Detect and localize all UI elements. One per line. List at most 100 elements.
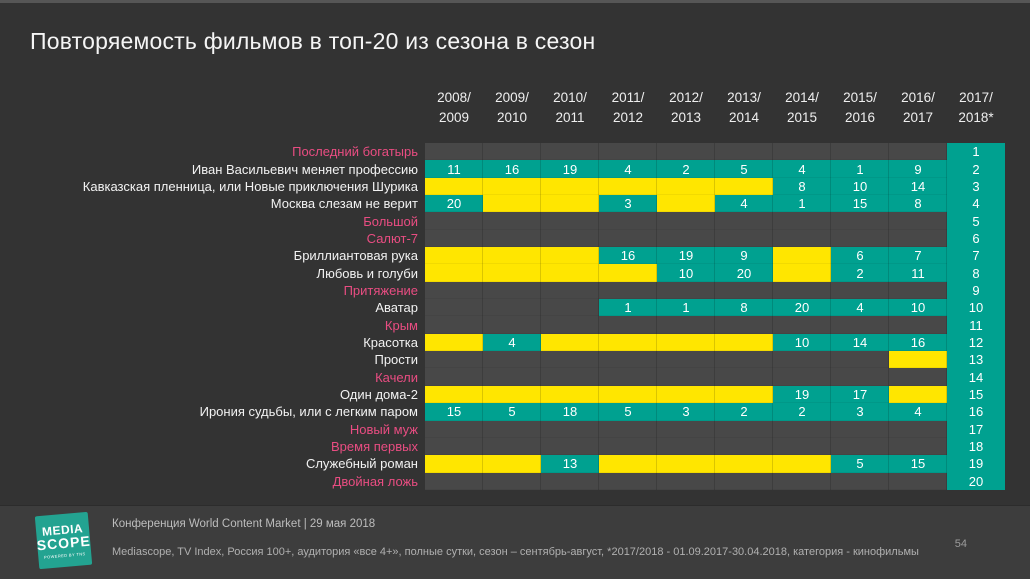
grid-cell [599,351,657,369]
grid-cell [541,420,599,438]
grid-cell [773,212,831,230]
season-header: 2015/ 2016 [843,90,877,125]
grid-cell [599,177,657,196]
grid-cell: 1 [599,299,657,317]
grid-cell: 19 [773,385,831,404]
grid-cell [715,351,773,369]
film-label: Бриллиантовая рука [293,248,418,264]
grid-cell [483,455,541,473]
grid-cell [425,264,483,282]
grid-cell [599,437,657,456]
grid-cell [483,472,541,490]
rank-cell: 4 [947,195,1005,213]
season-header: 2016/ 2017 [901,90,935,125]
film-label: Салют-7 [366,230,418,246]
grid-row: 10 20 2 11 8 [425,264,1007,282]
grid-cell [541,143,599,161]
rank-cell: 8 [947,264,1005,282]
top-strip [0,0,1030,3]
grid-cell [541,333,599,352]
grid-cell: 2 [831,264,889,282]
grid-row: 13 5 15 19 [425,455,1007,473]
grid-cell [773,281,831,300]
grid-row: 11 16 19 4 2 5 4 1 9 2 [425,160,1007,178]
grid-cell [541,177,599,196]
grid-cell [541,229,599,248]
grid-cell [541,195,599,213]
grid-cell: 11 [425,160,483,178]
grid-cell [715,385,773,404]
grid-cell: 18 [541,403,599,421]
grid-cell: 4 [889,403,947,421]
season-header: 2008/ 2009 [437,90,471,125]
grid-cell [425,385,483,404]
grid-cell [889,472,947,490]
grid-cell [657,368,715,386]
grid-cell [773,351,831,369]
grid-cell: 3 [599,195,657,213]
grid-cell: 20 [715,264,773,282]
grid-cell [483,368,541,386]
grid-cell [831,368,889,386]
grid-cell [773,368,831,386]
grid-cell: 6 [831,247,889,265]
grid-cell: 10 [831,177,889,196]
grid-cell [657,351,715,369]
rank-cell: 13 [947,351,1005,369]
grid-cell: 3 [831,403,889,421]
grid-cell [889,143,947,161]
film-label: Любовь и голуби [316,265,418,281]
grid-cell [773,247,831,265]
grid-row: 14 [425,368,1007,386]
grid-cell [715,472,773,490]
rank-cell: 10 [947,299,1005,317]
rank-cell: 16 [947,403,1005,421]
grid-cell [541,368,599,386]
grid-cell [773,264,831,282]
grid-cell [773,437,831,456]
grid-row: 13 [425,351,1007,369]
grid-cell [483,264,541,282]
grid-cell [425,229,483,248]
grid-cell [657,437,715,456]
grid-cell [483,437,541,456]
grid-cell: 16 [599,247,657,265]
grid-cell [483,143,541,161]
grid-cell [483,212,541,230]
grid-cell [483,281,541,300]
grid-cell [773,229,831,248]
rank-cell: 6 [947,229,1005,248]
grid-cell [657,177,715,196]
grid-cell [889,316,947,334]
film-label: Качели [375,369,418,385]
grid-cell [715,420,773,438]
grid-cell: 4 [483,333,541,352]
grid-cell [773,316,831,334]
film-label: Новый муж [349,421,418,437]
grid-cell [483,351,541,369]
grid-cell [773,420,831,438]
grid-cell [715,455,773,473]
grid-cell [773,143,831,161]
grid-cell [715,437,773,456]
grid-cell [715,229,773,248]
grid-row: 9 [425,281,1007,300]
grid-cell: 15 [831,195,889,213]
grid-cell [715,368,773,386]
grid-cell [425,281,483,300]
grid-cell: 3 [657,403,715,421]
grid-cell [715,281,773,300]
grid-row: 1 1 8 20 4 10 10 [425,299,1007,317]
rank-cell: 5 [947,212,1005,230]
grid-cell [599,316,657,334]
grid-cell: 20 [425,195,483,213]
rank-cell: 20 [947,472,1005,490]
film-label: Красотка [363,334,418,350]
grid-cell [889,437,947,456]
grid-cell [541,316,599,334]
film-label: Крым [384,317,418,333]
grid-cell [657,229,715,248]
heatmap-grid: 1 11 16 19 4 2 5 4 1 9 2 8 10 14 3 20 3 4 1 15 8 4 5 6 16 19 9 6 7 7 1… [425,143,1007,490]
grid-cell: 4 [599,160,657,178]
grid-cell: 10 [889,299,947,317]
